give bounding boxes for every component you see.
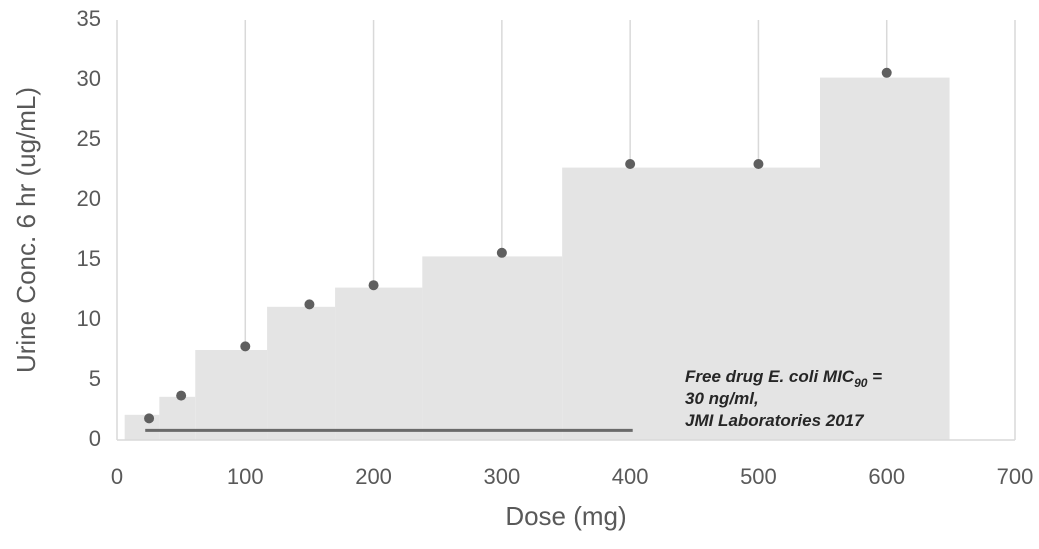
x-tick-label: 0 (111, 464, 123, 489)
y-tick-label: 15 (77, 246, 101, 271)
x-tick-label: 300 (483, 464, 520, 489)
bar (195, 350, 268, 440)
point (625, 159, 636, 169)
bar (267, 306, 336, 440)
point (753, 159, 764, 169)
point (368, 280, 379, 291)
y-tick-label: 20 (77, 186, 101, 211)
point (496, 247, 507, 258)
annotation-text: Free drug E. coli MIC (685, 367, 855, 386)
y-tick-label: 35 (77, 6, 101, 31)
annotation-text: = (867, 367, 882, 386)
bar (335, 287, 423, 440)
x-tick-label: 400 (612, 464, 649, 489)
x-tick-label: 200 (355, 464, 392, 489)
annotation: 30 ng/ml, (685, 389, 759, 408)
plot-area: 0 100 200 300 400 500 600 700 0 5 10 15 20 25 30 35 (77, 6, 1034, 489)
bar (124, 414, 160, 440)
y-axis-title: Urine Conc. 6 hr (ug/mL) (11, 87, 41, 373)
annotation: Free drug E. coli MIC90 = (685, 367, 882, 390)
x-tick-label: 500 (740, 464, 777, 489)
bar (422, 256, 563, 440)
x-tick-label: 100 (227, 464, 264, 489)
point (144, 413, 155, 424)
point (304, 299, 315, 310)
point (240, 341, 251, 352)
y-tick-label: 5 (89, 366, 101, 391)
annotation-subscript: 90 (854, 376, 868, 390)
bar (562, 167, 821, 440)
y-tick-label: 10 (77, 306, 101, 331)
point (176, 390, 187, 401)
point (881, 67, 892, 78)
y-tick-label: 25 (77, 126, 101, 151)
x-axis-title: Dose (mg) (505, 501, 626, 531)
bar (820, 77, 950, 440)
x-tick-label: 700 (997, 464, 1034, 489)
annotation: JMI Laboratories 2017 (685, 411, 865, 430)
x-tick-label: 600 (868, 464, 905, 489)
y-tick-label: 0 (89, 426, 101, 451)
y-tick-label: 30 (77, 66, 101, 91)
bar (159, 396, 196, 440)
